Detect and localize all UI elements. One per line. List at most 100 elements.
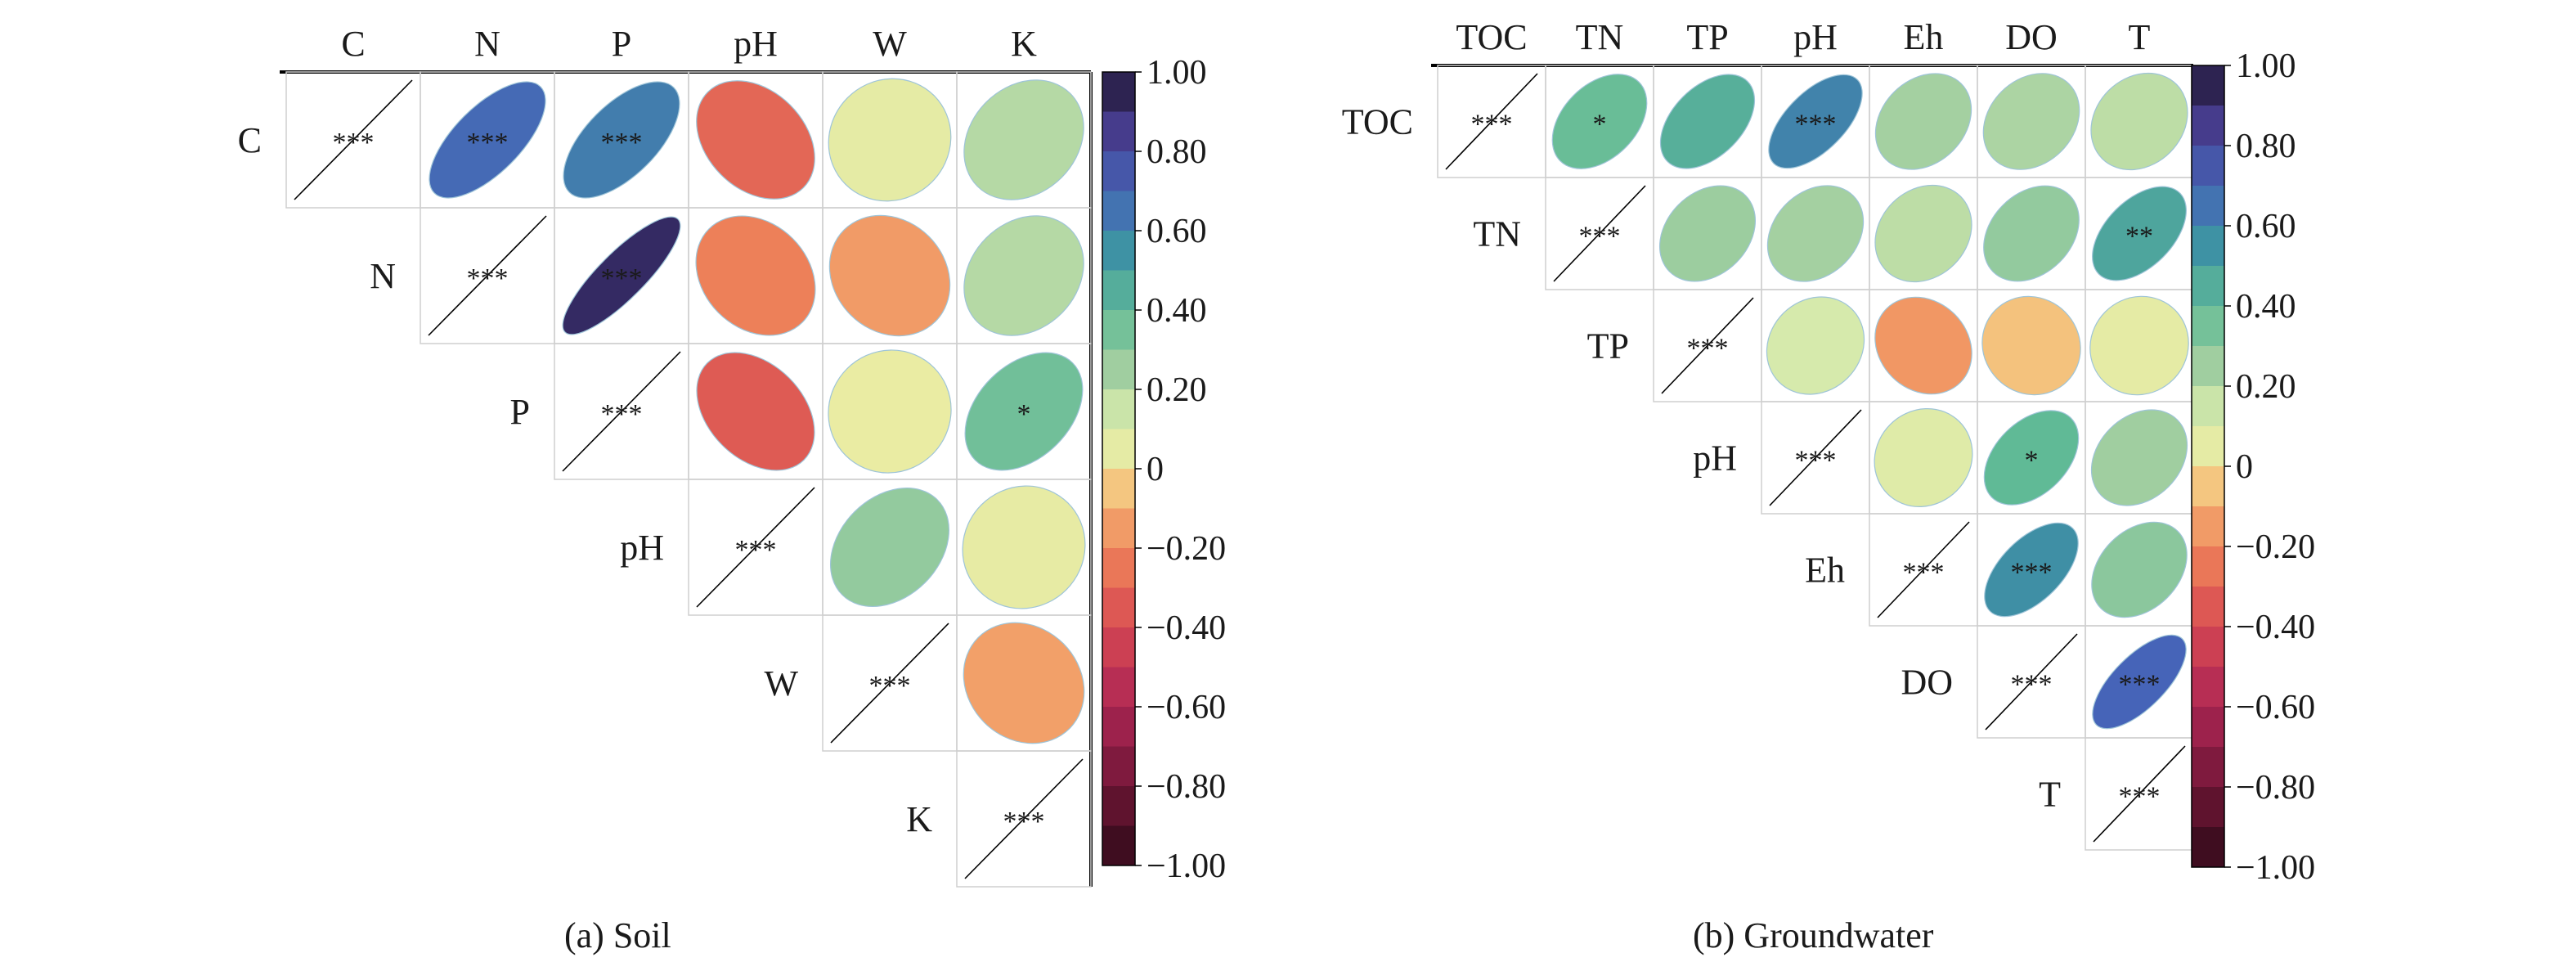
cell-w-k xyxy=(956,614,1092,752)
colorbar-segment xyxy=(1102,667,1135,708)
diagonal-line xyxy=(696,487,815,608)
colorbar-tick-label: 0.20 xyxy=(2236,368,2296,406)
colorbar-tick-label: 0.40 xyxy=(1147,292,1207,330)
colorbar-segment xyxy=(1102,270,1135,311)
correlation-ellipse xyxy=(963,622,1085,744)
correlation-ellipse xyxy=(1659,74,1756,169)
correlation-ellipse xyxy=(1766,185,1865,282)
correlation-ellipse xyxy=(1551,74,1648,169)
row-label-t: T xyxy=(2039,775,2061,815)
significance-label: *** xyxy=(735,535,777,565)
column-label-w: W xyxy=(873,24,907,64)
colorbar-segment xyxy=(1102,72,1135,112)
correlation-ellipse xyxy=(2092,634,2187,730)
significance-label: * xyxy=(1593,110,1607,140)
cell-n-k xyxy=(956,207,1092,344)
colorbar-segment xyxy=(1102,429,1135,470)
correlation-ellipse xyxy=(1874,184,1972,283)
colorbar-segment xyxy=(2192,506,2224,547)
colorbar-segment xyxy=(2192,466,2224,507)
cell-do-do: *** xyxy=(1977,625,2086,739)
cell-do-t: *** xyxy=(2085,625,2194,739)
significance-label: *** xyxy=(2011,558,2053,588)
correlation-ellipse xyxy=(2090,72,2188,171)
colorbar-tick-label: −0.80 xyxy=(1147,768,1226,806)
diagonal-line xyxy=(1769,409,1862,506)
colorbar-segment xyxy=(2192,346,2224,387)
cell-p-p: *** xyxy=(554,343,689,480)
significance-label: *** xyxy=(467,128,509,158)
significance-label: *** xyxy=(1795,446,1837,476)
diagonal-line xyxy=(964,758,1084,879)
colorbar-segment xyxy=(1102,627,1135,668)
correlation-ellipse xyxy=(1874,408,1973,507)
significance-label: *** xyxy=(2119,782,2161,812)
correlation-ellipse xyxy=(2089,295,2189,396)
colorbar-segment xyxy=(1102,707,1135,747)
column-label-toc: TOC xyxy=(1456,17,1527,57)
cell-w-w: *** xyxy=(822,614,958,752)
cell-c-p: *** xyxy=(554,71,689,209)
cell-ph-ph: *** xyxy=(688,479,824,616)
colorbar: 1.00 0.80 0.60 0.40 0.20 0 −0.20 −0.40 −0.60 −0.8… xyxy=(2191,47,2315,887)
row-label-toc: TOC xyxy=(1342,102,1413,142)
correlation-ellipse xyxy=(1658,185,1757,282)
colorbar-segment xyxy=(1102,389,1135,429)
significance-label: *** xyxy=(1471,110,1513,140)
colorbar-segment xyxy=(2192,747,2224,788)
colorbar-tick-label: −0.80 xyxy=(2236,769,2315,807)
correlation-ellipse xyxy=(1768,74,1863,169)
cell-eh-eh: *** xyxy=(1869,513,1978,627)
cell-c-k xyxy=(956,71,1092,209)
cell-toc-t xyxy=(2085,65,2194,178)
significance-label: ** xyxy=(2125,222,2153,252)
colorbar: 1.00 0.80 0.60 0.40 0.20 0 −0.20 −0.40 −0.60 −0.8… xyxy=(1102,54,1226,885)
correlation-ellipse xyxy=(1874,296,1972,395)
correlation-ellipse xyxy=(2092,186,2187,281)
colorbar-segment xyxy=(1102,786,1135,826)
cell-toc-do xyxy=(1977,65,2086,178)
cell-ph-eh xyxy=(1869,401,1978,515)
cell-c-ph xyxy=(688,71,824,209)
row-label-tn: TN xyxy=(1473,214,1521,254)
colorbar-segment xyxy=(2192,186,2224,227)
colorbar-segment xyxy=(2192,65,2224,106)
diagonal-line xyxy=(1661,297,1754,394)
cell-c-n: *** xyxy=(420,71,555,209)
colorbar-segment xyxy=(2192,587,2224,627)
colorbar-tick-label: −0.40 xyxy=(2236,609,2315,646)
column-label-ph: pH xyxy=(1793,17,1838,57)
significance-label: *** xyxy=(333,128,375,158)
row-label-c: C xyxy=(238,120,262,160)
cell-tp-tp: *** xyxy=(1653,289,1762,402)
column-label-n: N xyxy=(474,24,500,64)
correlation-ellipse xyxy=(563,81,680,199)
significance-label: *** xyxy=(1903,558,1945,588)
colorbar-segment xyxy=(2192,667,2224,708)
cell-tn-do xyxy=(1977,177,2086,290)
colorbar-segment xyxy=(1102,349,1135,390)
cell-tn-tn: *** xyxy=(1545,177,1654,290)
significance-label: *** xyxy=(601,399,643,429)
colorbar-tick-label: 0 xyxy=(2236,448,2253,486)
column-label-tn: TN xyxy=(1576,17,1624,57)
diagonal-line xyxy=(1877,521,1970,618)
colorbar-tick-label: −0.20 xyxy=(1147,530,1226,568)
column-label-ph: pH xyxy=(734,24,778,64)
diagonal-line xyxy=(562,351,681,472)
diagonal-line xyxy=(428,215,547,336)
diagonal-line xyxy=(2093,745,2186,843)
colorbar-tick-label: 0.40 xyxy=(2236,288,2296,326)
cell-c-w xyxy=(822,71,958,209)
colorbar-tick-label: −0.20 xyxy=(2236,528,2315,566)
cell-toc-tp xyxy=(1653,65,1762,178)
colorbar-segment xyxy=(2192,787,2224,828)
colorbar-segment xyxy=(1102,310,1135,350)
colorbar-segment xyxy=(2192,306,2224,347)
correlation-ellipse xyxy=(1874,73,1972,170)
correlation-ellipse xyxy=(963,215,1084,336)
colorbar-tick-label: −0.60 xyxy=(1147,689,1226,726)
correlation-ellipse xyxy=(696,352,815,471)
column-label-do: DO xyxy=(2005,17,2058,57)
